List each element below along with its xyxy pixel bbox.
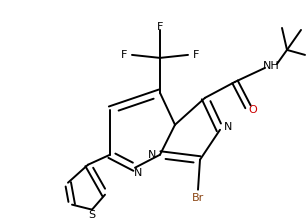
Text: N: N	[224, 122, 232, 132]
Text: F: F	[121, 50, 127, 60]
Text: NH: NH	[263, 61, 279, 71]
Text: N: N	[134, 168, 142, 178]
Text: O: O	[249, 105, 257, 115]
Text: Br: Br	[192, 193, 204, 203]
Text: S: S	[88, 210, 95, 220]
Text: N: N	[148, 150, 156, 160]
Text: F: F	[193, 50, 199, 60]
Text: F: F	[157, 22, 163, 32]
